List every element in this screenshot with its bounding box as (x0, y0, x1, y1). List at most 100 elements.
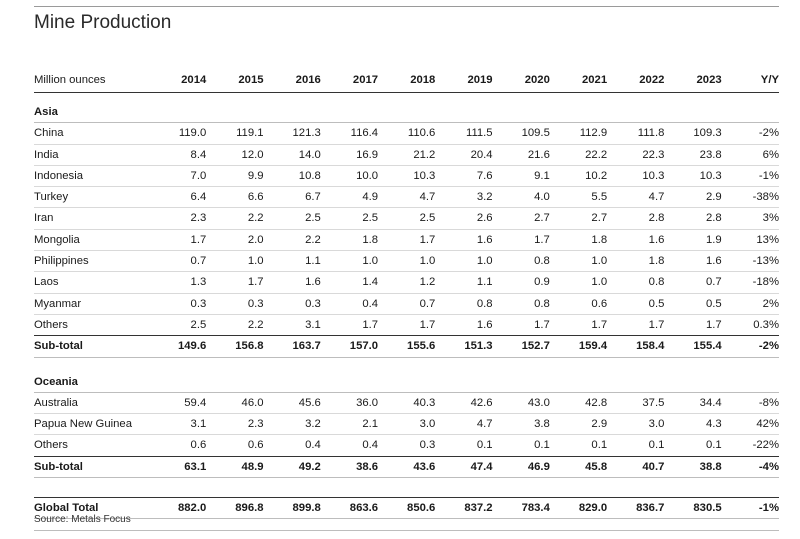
value-cell: 0.4 (320, 293, 379, 315)
spacer-cell (34, 477, 779, 499)
value-cell: 1.7 (206, 271, 264, 294)
value-cell: 112.9 (549, 122, 608, 145)
value-cell: 43.6 (378, 456, 436, 479)
value-cell: 0.1 (549, 434, 608, 457)
value-cell: 1.7 (149, 229, 207, 252)
value-cell: 829.0 (549, 497, 608, 520)
value-cell: 1.6 (607, 229, 665, 252)
value-cell: 12.0 (206, 144, 264, 166)
yy-cell: -13% (721, 250, 779, 273)
value-cell: 882.0 (149, 497, 207, 520)
value-cell: 0.8 (435, 293, 493, 315)
year-header: 2020 (524, 74, 550, 86)
value-cell: 1.3 (149, 271, 207, 294)
value-cell: 121.3 (263, 122, 321, 145)
yy-cell: -38% (721, 186, 779, 209)
table-row: Papua New Guinea 3.1 2.3 3.2 2.1 3.0 4.7 3.8 2.9… (34, 413, 779, 436)
table-row: Others 0.6 0.6 0.4 0.4 0.3 0.1 0.1 0.1 0.1 0.1 -22% (34, 434, 779, 457)
value-cell: 0.6 (206, 434, 264, 457)
value-cell: 899.8 (263, 497, 321, 520)
value-cell: 3.1 (263, 314, 321, 337)
value-cell: 4.7 (607, 186, 665, 209)
table-row: Myanmar 0.3 0.3 0.3 0.4 0.7 0.8 0.8 0.6 0.5 0.5 2% (34, 293, 779, 315)
value-cell: 152.7 (492, 335, 550, 358)
value-cell: 151.3 (435, 335, 493, 358)
value-cell: 0.8 (492, 250, 550, 273)
yy-cell: -22% (721, 434, 779, 457)
yy-header: Y/Y (760, 74, 779, 86)
value-cell: 14.0 (263, 144, 321, 166)
value-cell: 156.8 (206, 335, 264, 358)
value-cell: 40.7 (607, 456, 665, 479)
value-cell: 2.5 (320, 207, 379, 230)
row-label: Myanmar (34, 293, 149, 315)
row-label: Laos (34, 271, 149, 294)
value-cell: 42.8 (549, 392, 608, 415)
value-cell: 1.2 (378, 271, 436, 294)
table-row: Turkey 6.4 6.6 6.7 4.9 4.7 3.2 4.0 5.5 4.7 2.9 -38% (34, 186, 779, 209)
year-header: 2016 (295, 74, 321, 86)
value-cell: 1.7 (492, 314, 550, 337)
value-cell: 159.4 (549, 335, 608, 358)
value-cell: 36.0 (320, 392, 379, 415)
yy-cell: -2% (721, 335, 779, 358)
value-cell: 1.0 (378, 250, 436, 273)
row-label: Others (34, 314, 149, 337)
value-cell: 4.7 (435, 413, 493, 436)
value-cell: 63.1 (149, 456, 207, 479)
value-cell: 0.1 (664, 434, 722, 457)
value-cell: 46.0 (206, 392, 264, 415)
year-header: 2018 (410, 74, 436, 86)
value-cell: 0.4 (320, 434, 379, 457)
value-cell: 1.6 (435, 229, 493, 252)
row-label: India (34, 144, 149, 166)
value-cell: 0.5 (664, 293, 722, 315)
value-cell: 1.0 (435, 250, 493, 273)
value-cell: 1.7 (378, 314, 436, 337)
value-cell: 1.7 (378, 229, 436, 252)
year-header: 2022 (639, 74, 665, 86)
page-title: Mine Production (34, 12, 172, 33)
value-cell: 2.8 (607, 207, 665, 230)
row-label: Turkey (34, 186, 149, 209)
value-cell: 1.1 (435, 271, 493, 294)
value-cell: 2.7 (549, 207, 608, 230)
value-cell: 119.0 (149, 122, 207, 145)
row-label: Global Total (34, 497, 149, 520)
value-cell: 49.2 (263, 456, 321, 479)
value-cell: 46.9 (492, 456, 550, 479)
value-cell: 163.7 (263, 335, 321, 358)
yy-cell: 0.3% (721, 314, 779, 337)
spacer-row (34, 477, 779, 499)
value-cell: 0.7 (664, 271, 722, 294)
spacer-cell (34, 93, 779, 103)
value-cell: 0.6 (149, 434, 207, 457)
value-cell: 2.3 (206, 413, 264, 436)
value-cell: 1.0 (320, 250, 379, 273)
table-row: Iran 2.3 2.2 2.5 2.5 2.5 2.6 2.7 2.7 2.8 2.8 3% (34, 207, 779, 230)
value-cell: 157.0 (320, 335, 379, 358)
value-cell: 4.0 (492, 186, 550, 209)
value-cell: 6.4 (149, 186, 207, 209)
header-row: Million ounces 2014 2015 2016 2017 2018 … (34, 68, 779, 93)
value-cell: 47.4 (435, 456, 493, 479)
value-cell: 2.2 (263, 229, 321, 252)
value-cell: 3.0 (607, 413, 665, 436)
value-cell: 43.0 (492, 392, 550, 415)
value-cell: 0.1 (492, 434, 550, 457)
value-cell: 1.6 (664, 250, 722, 273)
row-label: China (34, 122, 149, 145)
value-cell: 8.4 (149, 144, 207, 166)
year-header: 2019 (467, 74, 493, 86)
value-cell: 6.6 (206, 186, 264, 209)
global-total-row: Global Total 882.0 896.8 899.8 863.6 850.6 837… (34, 497, 779, 520)
value-cell: 837.2 (435, 497, 493, 520)
value-cell: 0.7 (378, 293, 436, 315)
value-cell: 9.9 (206, 165, 264, 188)
value-cell: 3.2 (263, 413, 321, 436)
row-label: Indonesia (34, 165, 149, 188)
table-row: Australia 59.4 46.0 45.6 36.0 40.3 42.6 43.0 42.… (34, 392, 779, 415)
value-cell: 4.7 (378, 186, 436, 209)
yy-cell: -4% (721, 456, 779, 479)
value-cell: 0.4 (263, 434, 321, 457)
